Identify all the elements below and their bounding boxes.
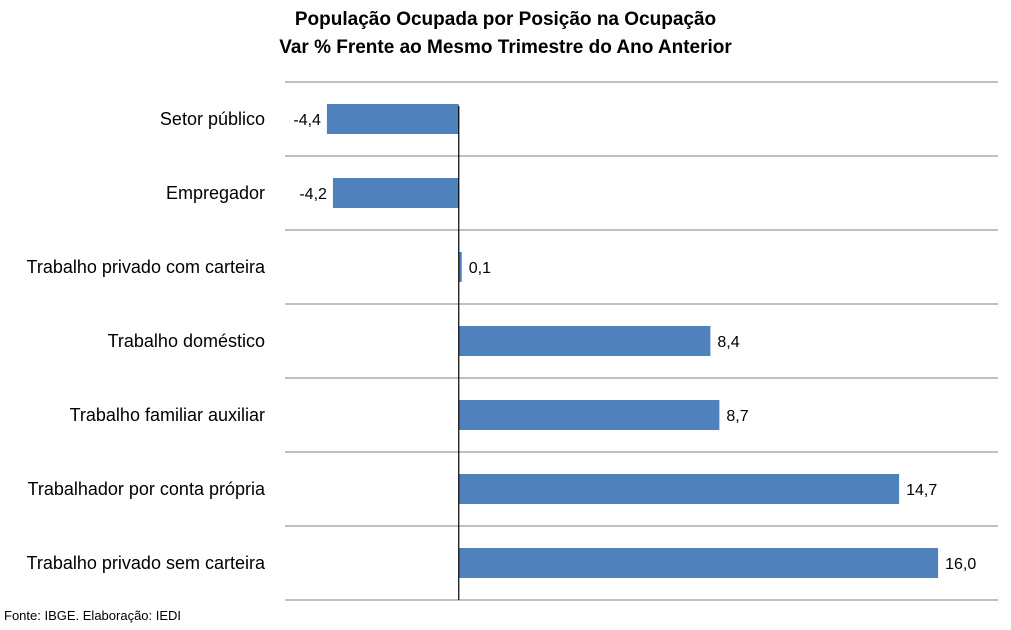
bar [458, 252, 462, 282]
bar [458, 474, 900, 504]
category-label: Trabalho doméstico [108, 331, 265, 351]
bar [458, 400, 720, 430]
bar [326, 104, 459, 134]
data-label: 16,0 [945, 556, 976, 573]
data-label: 8,4 [717, 334, 739, 351]
bar [458, 548, 939, 578]
chart-title: População Ocupada por Posição na Ocupaçã… [294, 9, 717, 30]
data-label: -4,4 [293, 112, 321, 129]
category-label: Trabalho familiar auxiliar [70, 405, 265, 425]
category-label: Empregador [166, 183, 265, 203]
data-label: 0,1 [469, 260, 491, 277]
chart-title-block: População Ocupada por Posição na Ocupaçã… [0, 6, 1011, 62]
category-label: Trabalho privado sem carteira [27, 553, 266, 573]
category-label: Setor público [160, 109, 265, 129]
bar [332, 178, 459, 208]
data-label: 8,7 [726, 408, 748, 425]
category-label: Trabalho privado com carteira [27, 257, 266, 277]
data-label: 14,7 [906, 482, 937, 499]
category-label: Trabalhador por conta própria [28, 479, 266, 499]
data-label: -4,2 [299, 186, 327, 203]
source-note: Fonte: IBGE. Elaboração: IEDI [4, 608, 182, 623]
bar [458, 326, 711, 356]
chart-subtitle: Var % Frente ao Mesmo Trimestre do Ano A… [279, 37, 732, 58]
